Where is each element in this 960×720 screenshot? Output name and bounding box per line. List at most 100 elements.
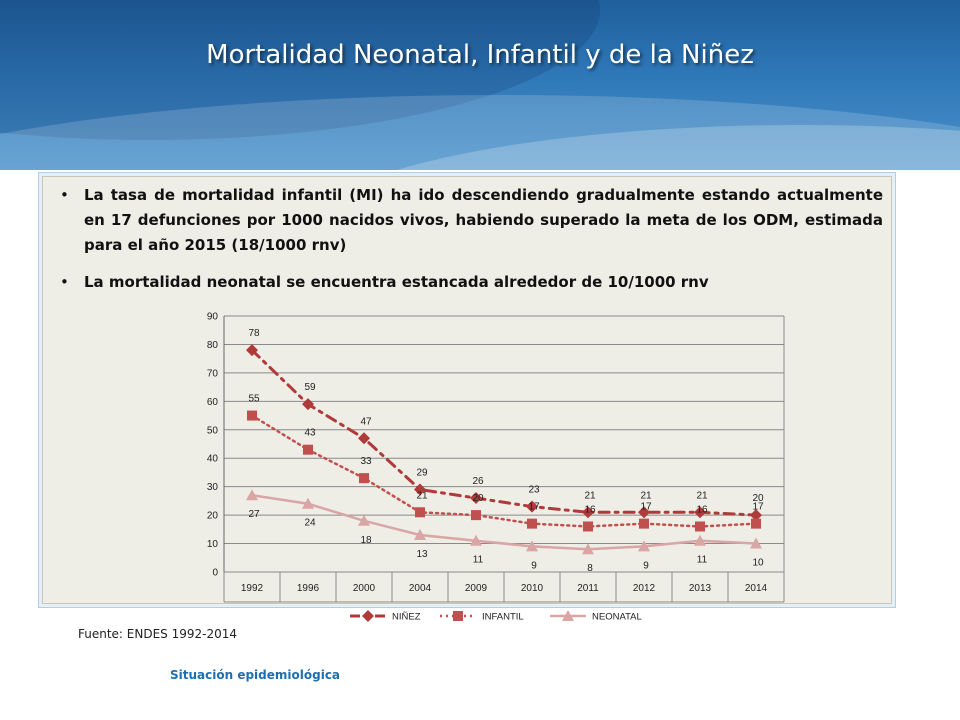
x-tick-label: 2010	[521, 583, 544, 594]
legend-label-neonatal: NEONATAL	[592, 612, 642, 623]
data-point-ninez	[526, 500, 538, 513]
x-tick-label: 2004	[409, 583, 432, 594]
data-label-neonatal: 9	[643, 560, 649, 571]
data-label-neonatal: 9	[531, 560, 537, 571]
y-tick-label: 70	[207, 368, 219, 379]
data-point-infantil	[583, 521, 593, 532]
data-label-infantil: 33	[360, 456, 372, 467]
data-point-ninez	[246, 344, 258, 357]
mortality-line-chart: 0 10 20 30 40 50 60 70 80 90 1992 1996 2000 2004 2009 2…	[207, 312, 785, 623]
data-label-neonatal: 10	[752, 558, 764, 569]
data-label-infantil: 16	[696, 504, 708, 515]
data-label-infantil: 16	[584, 504, 596, 515]
footer-label: Situación epidemiológica	[170, 668, 341, 682]
y-tick-label: 20	[207, 511, 219, 522]
data-point-infantil	[415, 507, 425, 518]
x-tick-label: 2009	[465, 583, 488, 594]
data-label-infantil: 17	[528, 502, 540, 513]
data-point-neonatal	[638, 540, 650, 552]
data-point-infantil	[527, 518, 537, 529]
x-tick-label: 1996	[297, 583, 320, 594]
data-point-ninez	[358, 432, 370, 445]
data-label-neonatal: 8	[587, 563, 593, 574]
header-banner	[0, 0, 960, 170]
data-label-neonatal: 18	[360, 535, 372, 546]
data-point-infantil	[695, 521, 705, 532]
data-label-neonatal: 27	[248, 509, 260, 520]
bullet-icon: •	[60, 186, 69, 204]
x-tick-label: 2012	[633, 583, 656, 594]
series-line-infantil	[250, 414, 758, 528]
data-point-neonatal	[302, 497, 314, 509]
data-point-neonatal	[358, 514, 370, 526]
series-line-ninez	[250, 348, 758, 517]
legend-marker-infantil	[453, 611, 463, 621]
y-tick-label: 30	[207, 482, 219, 493]
data-point-infantil	[303, 444, 313, 455]
data-label-ninez: 47	[360, 416, 372, 427]
bullet-list: • La tasa de mortalidad infantil (MI) ha…	[60, 183, 883, 307]
y-tick-label: 40	[207, 454, 219, 465]
data-label-ninez: 59	[304, 382, 316, 393]
x-tick-label: 1992	[241, 583, 264, 594]
data-point-infantil	[471, 510, 481, 521]
content-panel	[42, 176, 892, 604]
data-label-infantil: 17	[752, 502, 764, 513]
data-point-neonatal	[750, 537, 762, 549]
y-tick-label: 50	[207, 425, 219, 436]
data-label-ninez: 20	[752, 493, 764, 504]
data-label-infantil: 20	[472, 493, 484, 504]
data-label-ninez: 23	[528, 485, 540, 496]
data-label-neonatal: 13	[416, 549, 428, 560]
legend-marker-ninez	[362, 610, 374, 622]
data-label-neonatal: 24	[304, 518, 316, 529]
bullet-text: La tasa de mortalidad infantil (MI) ha i…	[84, 186, 883, 254]
data-point-ninez	[582, 506, 594, 519]
x-tick-label: 2014	[745, 583, 768, 594]
data-point-infantil	[751, 518, 761, 529]
x-tick-label: 2000	[353, 583, 376, 594]
data-label-neonatal: 11	[697, 555, 708, 566]
source-note: Fuente: ENDES 1992-2014	[78, 627, 238, 641]
data-label-ninez: 21	[640, 490, 652, 501]
data-point-infantil	[639, 518, 649, 529]
data-point-ninez	[638, 506, 650, 519]
y-tick-label: 10	[207, 539, 219, 550]
data-label-ninez: 21	[696, 490, 708, 501]
slide-title: Mortalidad Neonatal, Infantil y de la Ni…	[206, 40, 754, 70]
data-point-neonatal	[526, 540, 538, 552]
data-label-neonatal: 11	[473, 555, 484, 566]
data-point-neonatal	[582, 543, 594, 555]
bullet-item: • La tasa de mortalidad infantil (MI) ha…	[60, 183, 883, 258]
y-tick-label: 0	[212, 568, 218, 579]
bullet-icon: •	[60, 273, 69, 291]
legend-label-ninez: NIÑEZ	[392, 612, 421, 623]
data-point-ninez	[470, 492, 482, 505]
legend-label-infantil: INFANTIL	[482, 612, 524, 623]
bullet-item: • La mortalidad neonatal se encuentra es…	[60, 270, 883, 295]
x-tick-label: 2011	[577, 583, 599, 594]
data-point-neonatal	[246, 489, 258, 501]
data-point-neonatal	[694, 534, 706, 546]
legend-marker-neonatal	[562, 610, 574, 621]
data-point-ninez	[694, 506, 706, 519]
data-label-ninez: 26	[472, 476, 484, 487]
y-tick-label: 90	[207, 312, 219, 323]
y-tick-label: 80	[207, 340, 219, 351]
data-point-ninez	[414, 483, 426, 496]
data-label-infantil: 55	[248, 394, 260, 405]
data-point-ninez	[302, 398, 314, 411]
data-label-ninez: 21	[584, 490, 596, 501]
data-point-infantil	[247, 410, 257, 421]
y-tick-label: 60	[207, 397, 219, 408]
data-label-infantil: 17	[640, 502, 652, 513]
series-line-neonatal	[250, 493, 758, 551]
x-tick-label: 2013	[689, 583, 712, 594]
data-label-ninez: 78	[248, 328, 260, 339]
data-label-infantil: 43	[304, 428, 316, 439]
data-point-infantil	[359, 473, 369, 484]
bullet-text: La mortalidad neonatal se encuentra esta…	[84, 273, 709, 291]
data-label-ninez: 29	[416, 468, 428, 479]
data-label-infantil: 21	[416, 490, 428, 501]
data-point-neonatal	[414, 529, 426, 541]
